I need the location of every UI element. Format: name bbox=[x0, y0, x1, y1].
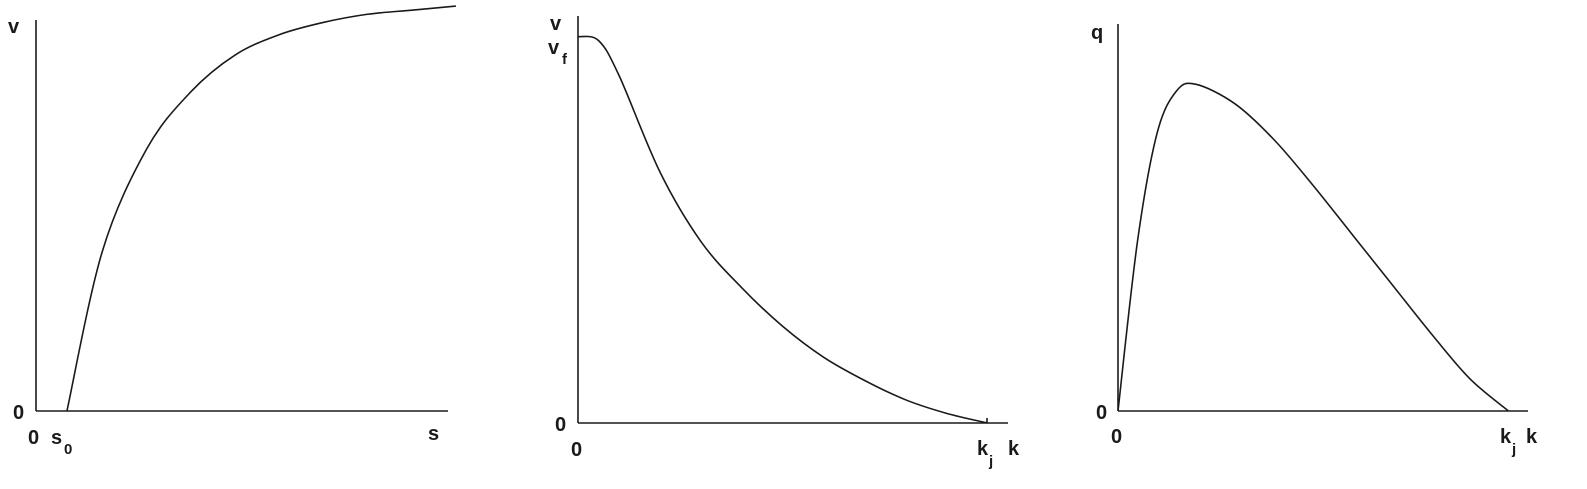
p3-x-marker-symbol: k bbox=[1500, 426, 1512, 448]
p2-x-marker-subscript: j bbox=[988, 453, 993, 470]
p1-ylabel: v bbox=[8, 16, 20, 38]
p2-xlabel: k bbox=[1008, 438, 1020, 460]
p3-x-origin-label: 0 bbox=[1111, 426, 1122, 448]
panel-speed-spacing: v 0 0 s 0 s bbox=[8, 5, 456, 458]
p3-y-origin-label: 0 bbox=[1096, 402, 1107, 424]
p1-series-line bbox=[66, 5, 456, 412]
p3-ylabel: q bbox=[1091, 22, 1103, 44]
p2-ylabel: v bbox=[550, 13, 562, 35]
p2-x-marker-symbol: k bbox=[977, 438, 989, 460]
p2-y-origin-label: 0 bbox=[555, 414, 566, 436]
p1-xlabel: s bbox=[428, 423, 439, 445]
p3-x-marker-subscript: j bbox=[1511, 441, 1516, 458]
p1-y-origin-label: 0 bbox=[13, 402, 24, 424]
p2-y-marker-subscript: f bbox=[562, 51, 568, 68]
p3-xlabel: k bbox=[1526, 426, 1538, 448]
p2-series-line bbox=[577, 35, 988, 424]
p3-series-line bbox=[1117, 82, 1509, 412]
panel-speed-density: v v f 0 0 k j k bbox=[548, 13, 1020, 470]
panel-flow-density: q 0 0 k j k bbox=[1091, 22, 1538, 458]
p1-x-origin-label: 0 bbox=[28, 427, 39, 449]
p2-x-origin-label: 0 bbox=[571, 439, 582, 461]
p1-x-marker-subscript: 0 bbox=[64, 441, 72, 458]
p1-x-marker-symbol: s bbox=[51, 427, 62, 449]
p2-y-marker-symbol: v bbox=[548, 37, 560, 59]
